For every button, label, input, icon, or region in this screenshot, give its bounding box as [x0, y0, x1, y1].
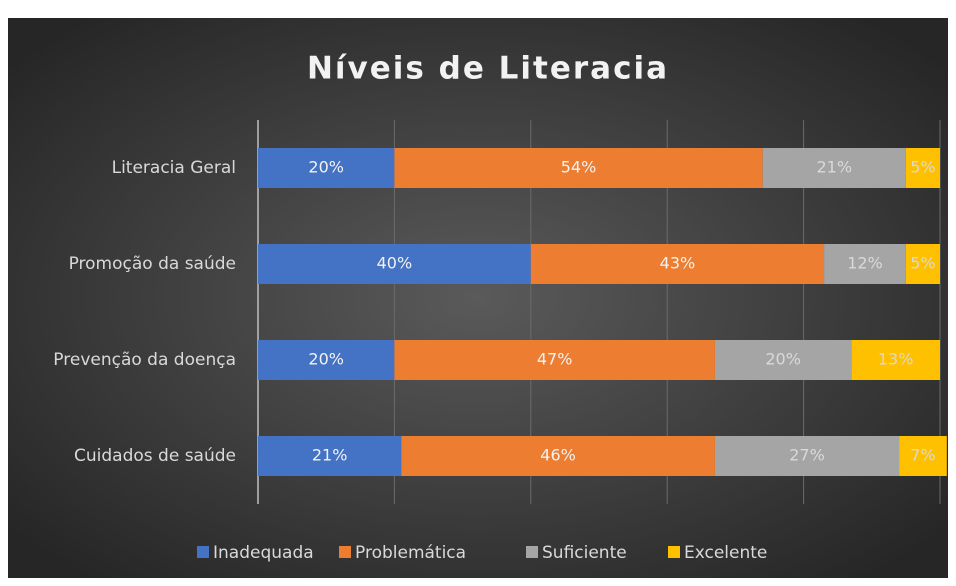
data-label: 47% — [537, 350, 573, 369]
bar-segment — [401, 436, 715, 476]
legend-label: Suficiente — [542, 543, 627, 563]
bar-segment — [394, 148, 763, 188]
y-tick-label: Prevenção da doença — [53, 350, 236, 370]
legend-label: Excelente — [684, 543, 767, 563]
data-label: 40% — [377, 254, 413, 273]
bar-segment — [714, 340, 852, 380]
bar-segment — [258, 148, 395, 188]
bar-segment — [258, 436, 402, 476]
bar-segment — [899, 436, 947, 476]
chart-title: Níveis de Literacia — [307, 51, 669, 87]
bar-segment — [762, 148, 906, 188]
legend-swatch — [526, 546, 538, 558]
legend-label: Inadequada — [213, 543, 314, 563]
y-tick-label: Cuidados de saúde — [74, 446, 236, 466]
bar-segment — [851, 340, 940, 380]
data-label: 54% — [561, 158, 597, 177]
data-label: 43% — [660, 254, 696, 273]
bar-segment — [530, 244, 825, 284]
legend-swatch — [197, 546, 209, 558]
data-label: 13% — [878, 350, 914, 369]
legend-swatch — [339, 546, 351, 558]
chart-background — [8, 18, 948, 578]
data-label: 20% — [308, 158, 344, 177]
data-label: 20% — [308, 350, 344, 369]
data-label: 20% — [765, 350, 801, 369]
bar-segment — [905, 148, 940, 188]
bar-segment — [824, 244, 906, 284]
y-tick-label: Promoção da saúde — [69, 254, 236, 274]
legend-label: Problemática — [355, 543, 466, 563]
data-label: 5% — [910, 254, 935, 273]
bar-segment — [905, 244, 940, 284]
data-label: 46% — [540, 446, 576, 465]
data-label: 5% — [910, 158, 935, 177]
data-label: 21% — [312, 446, 348, 465]
bar-segment — [258, 244, 531, 284]
data-label: 21% — [817, 158, 853, 177]
bar-segment — [394, 340, 715, 380]
bar-segment — [714, 436, 900, 476]
y-tick-label: Literacia Geral — [112, 158, 236, 178]
data-label: 27% — [789, 446, 825, 465]
legend-swatch — [668, 546, 680, 558]
bar-segment — [258, 340, 395, 380]
data-label: 7% — [910, 446, 935, 465]
data-label: 12% — [847, 254, 883, 273]
